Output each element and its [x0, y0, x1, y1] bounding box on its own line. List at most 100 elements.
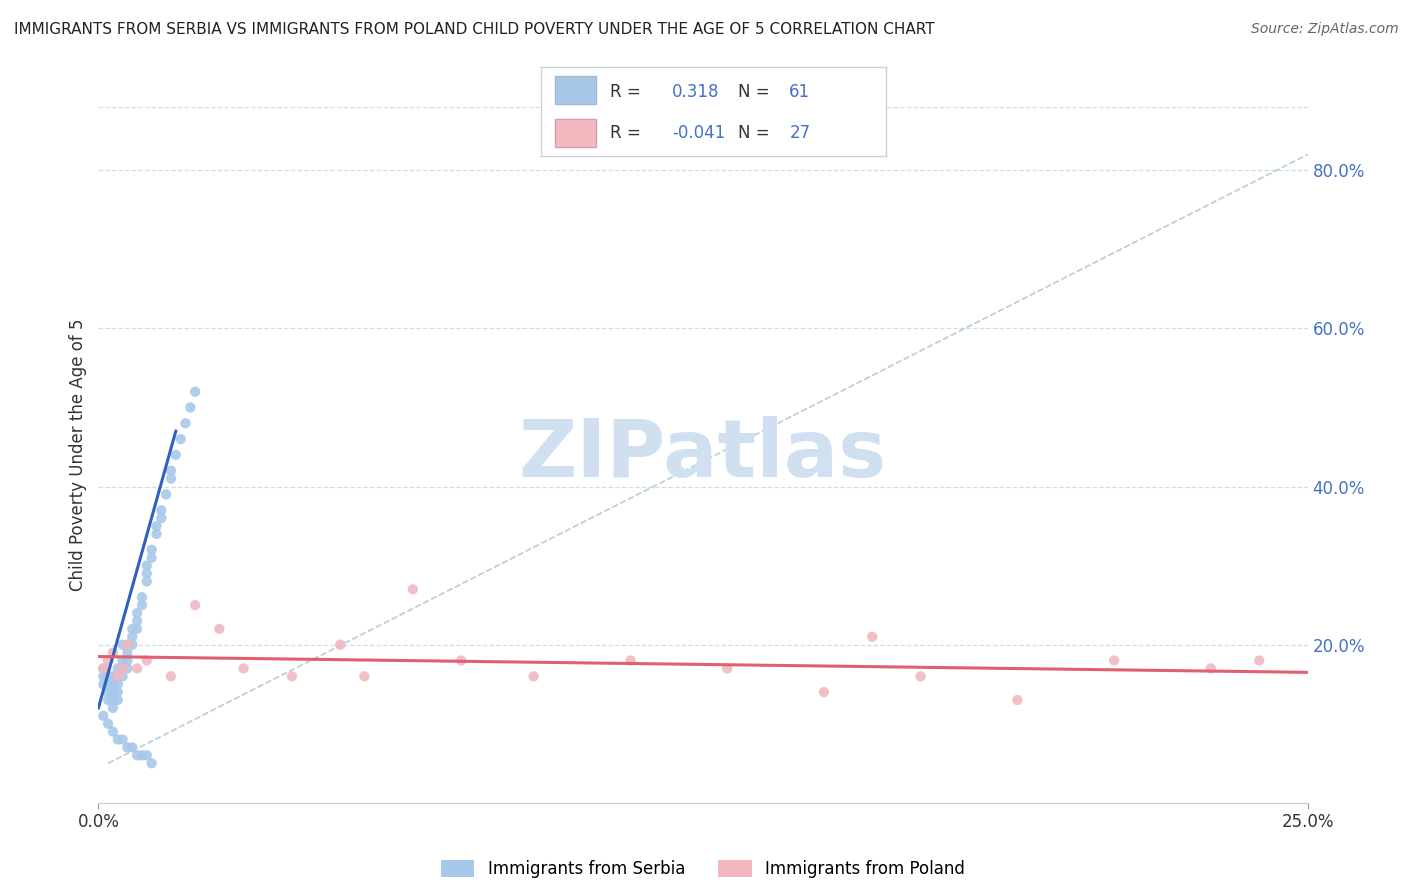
Point	[101, 701, 124, 715]
Point	[91, 669, 114, 683]
Point	[111, 653, 134, 667]
Point	[107, 732, 129, 747]
Point	[131, 591, 153, 605]
Point	[97, 685, 120, 699]
Point	[135, 748, 157, 763]
Point	[1249, 653, 1271, 667]
Text: ZIPatlas: ZIPatlas	[519, 416, 887, 494]
Point	[1007, 693, 1029, 707]
Point	[91, 661, 114, 675]
Point	[111, 661, 134, 675]
Point	[145, 527, 167, 541]
Point	[91, 661, 114, 675]
Point	[111, 669, 134, 683]
Point	[910, 669, 932, 683]
Point	[141, 542, 163, 557]
Text: 27: 27	[789, 124, 810, 142]
Point	[121, 622, 143, 636]
Text: R =: R =	[610, 83, 641, 101]
Point	[131, 598, 153, 612]
Point	[97, 677, 120, 691]
Point	[155, 487, 177, 501]
Point	[619, 653, 641, 667]
Point	[97, 693, 120, 707]
Point	[97, 716, 120, 731]
Point	[117, 638, 139, 652]
Y-axis label: Child Poverty Under the Age of 5: Child Poverty Under the Age of 5	[69, 318, 87, 591]
Point	[127, 622, 149, 636]
Text: R =: R =	[610, 124, 641, 142]
Point	[813, 685, 835, 699]
Point	[169, 432, 191, 446]
Point	[135, 574, 157, 589]
Point	[107, 685, 129, 699]
Point	[1199, 661, 1222, 675]
Point	[135, 653, 157, 667]
Text: 0.318: 0.318	[672, 83, 720, 101]
Point	[141, 550, 163, 565]
Point	[127, 661, 149, 675]
Text: Source: ZipAtlas.com: Source: ZipAtlas.com	[1251, 22, 1399, 37]
Point	[121, 740, 143, 755]
Point	[402, 582, 425, 597]
Point	[160, 669, 183, 683]
Point	[281, 669, 304, 683]
Point	[165, 448, 187, 462]
Point	[135, 558, 157, 573]
Point	[160, 464, 183, 478]
Point	[101, 693, 124, 707]
Point	[135, 566, 157, 581]
Point	[150, 503, 173, 517]
Point	[101, 677, 124, 691]
Point	[121, 630, 143, 644]
Text: IMMIGRANTS FROM SERBIA VS IMMIGRANTS FROM POLAND CHILD POVERTY UNDER THE AGE OF : IMMIGRANTS FROM SERBIA VS IMMIGRANTS FRO…	[14, 22, 935, 37]
Point	[160, 472, 183, 486]
Point	[184, 598, 207, 612]
Point	[208, 622, 231, 636]
Point	[174, 417, 197, 431]
Point	[107, 693, 129, 707]
Point	[1102, 653, 1125, 667]
Point	[353, 669, 375, 683]
Point	[117, 740, 139, 755]
Point	[111, 732, 134, 747]
Point	[145, 519, 167, 533]
Point	[329, 638, 352, 652]
Point	[716, 661, 738, 675]
Text: 61: 61	[789, 83, 810, 101]
Point	[860, 630, 883, 644]
Point	[232, 661, 254, 675]
Text: -0.041: -0.041	[672, 124, 725, 142]
Text: N =: N =	[738, 124, 775, 142]
Point	[121, 638, 143, 652]
Point	[184, 384, 207, 399]
Point	[450, 653, 472, 667]
Point	[523, 669, 546, 683]
Point	[117, 638, 139, 652]
Point	[97, 653, 120, 667]
Point	[127, 606, 149, 620]
Point	[127, 748, 149, 763]
Point	[131, 748, 153, 763]
Point	[141, 756, 163, 771]
Point	[97, 669, 120, 683]
Point	[111, 661, 134, 675]
Text: N =: N =	[738, 83, 775, 101]
Point	[101, 685, 124, 699]
Point	[107, 669, 129, 683]
Point	[107, 661, 129, 675]
Point	[91, 708, 114, 723]
Legend: Immigrants from Serbia, Immigrants from Poland: Immigrants from Serbia, Immigrants from …	[434, 854, 972, 885]
Point	[107, 677, 129, 691]
Point	[127, 614, 149, 628]
Point	[101, 646, 124, 660]
Point	[91, 677, 114, 691]
Point	[117, 653, 139, 667]
Point	[111, 638, 134, 652]
Point	[107, 669, 129, 683]
Point	[150, 511, 173, 525]
Bar	[555, 76, 596, 104]
Point	[179, 401, 201, 415]
Point	[101, 724, 124, 739]
Point	[101, 669, 124, 683]
